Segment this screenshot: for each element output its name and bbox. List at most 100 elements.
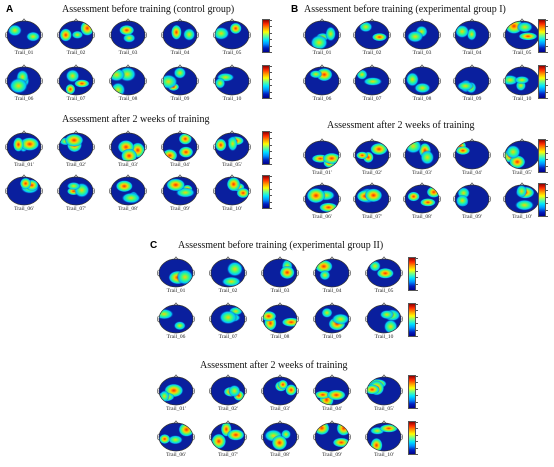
activation-blob xyxy=(121,192,141,204)
activation-blob xyxy=(178,423,193,437)
colorbar-tick xyxy=(416,277,418,278)
trial-topomap: Trail_01' xyxy=(2,130,46,174)
trial-topomap: Trail_02' xyxy=(350,138,394,182)
scalp-outline xyxy=(214,66,250,96)
topographic-map xyxy=(503,64,541,96)
scalp-outline xyxy=(214,176,250,206)
trial-label: Trail_02 xyxy=(362,50,382,56)
colorbar-tick xyxy=(416,382,418,383)
colorbar-tick xyxy=(270,39,272,40)
activation-blob xyxy=(226,261,244,277)
nose-icon xyxy=(21,18,27,22)
trial-label: Trail_10 xyxy=(512,96,532,102)
nose-icon xyxy=(173,420,179,424)
trial-topomap: Trail_08 xyxy=(106,64,150,108)
colorbar-tick xyxy=(416,264,418,265)
trial-topomap: Trail_03 xyxy=(106,18,150,62)
trial-label: Trail_02 xyxy=(218,288,238,294)
colorbar-tick xyxy=(270,164,272,165)
nose-icon xyxy=(277,256,283,260)
nose-icon xyxy=(177,18,183,22)
colorbar-tick xyxy=(270,144,272,146)
topographic-map xyxy=(403,18,441,50)
scalp-outline xyxy=(262,422,298,452)
activation-blob xyxy=(321,307,333,318)
trial-topomap: Trail_06' xyxy=(300,182,344,226)
nose-icon xyxy=(277,420,283,424)
trial-label: Trail_05' xyxy=(374,406,394,412)
trial-topomap: Trail_08' xyxy=(258,420,302,464)
topographic-map xyxy=(161,64,199,96)
topographic-map xyxy=(303,182,341,214)
trial-topomap: Trail_04' xyxy=(450,138,494,182)
colorbar-tick xyxy=(416,304,418,305)
colorbar-tick xyxy=(546,52,548,53)
activation-blob xyxy=(122,33,136,43)
activation-blob xyxy=(331,313,349,325)
colorbar-tick xyxy=(416,376,418,377)
nose-icon xyxy=(173,374,179,378)
colorbar-tick xyxy=(270,195,272,196)
topographic-map xyxy=(365,256,403,288)
colorbar-tick xyxy=(270,45,272,47)
topographic-map xyxy=(213,174,251,206)
topographic-map xyxy=(57,130,95,162)
trial-label: Trail_02 xyxy=(66,50,86,56)
trial-label: Trail_06' xyxy=(312,214,332,220)
topographic-map xyxy=(157,374,195,406)
nose-icon xyxy=(381,374,387,378)
colorbar-tick xyxy=(546,190,548,191)
trial-topomap: Trail_07' xyxy=(350,182,394,226)
topographic-map xyxy=(5,18,43,50)
colorbar-tick xyxy=(270,151,272,152)
activation-blob xyxy=(80,21,93,36)
topographic-map xyxy=(353,138,391,170)
nose-icon xyxy=(73,64,79,68)
topographic-map xyxy=(313,302,351,334)
nose-icon xyxy=(125,130,131,134)
trial-topomap: Trail_08 xyxy=(400,64,444,108)
colorbar-tick xyxy=(270,138,272,139)
activation-blob xyxy=(215,77,226,89)
scalp-outline xyxy=(214,20,250,50)
activation-blob xyxy=(505,144,521,159)
colorbar-tick xyxy=(270,182,272,183)
activation-blob xyxy=(376,267,395,279)
activation-blob xyxy=(420,150,435,165)
activation-blob xyxy=(219,310,238,325)
colorbar xyxy=(262,65,272,99)
colorbar-tick xyxy=(546,146,548,147)
trial-topomap: Trail_04' xyxy=(158,130,202,174)
trial-label: Trail_09' xyxy=(170,206,190,212)
before-training-title: Assessment before training (experimental… xyxy=(178,240,384,251)
activation-blob xyxy=(356,151,369,160)
scalp-outline xyxy=(262,376,298,406)
nose-icon xyxy=(21,64,27,68)
colorbar-tick xyxy=(416,258,418,259)
scalp-outline xyxy=(162,132,198,162)
nose-icon xyxy=(419,182,425,186)
topographic-map xyxy=(157,256,195,288)
topographic-map xyxy=(403,138,441,170)
activation-blob xyxy=(516,21,533,33)
colorbar-tick xyxy=(546,78,548,80)
scalp-outline xyxy=(366,376,402,406)
colorbar-tick xyxy=(546,165,548,167)
colorbar-tick xyxy=(416,336,418,337)
nose-icon xyxy=(329,420,335,424)
activation-blob xyxy=(65,69,80,83)
activation-blob xyxy=(379,424,399,433)
trial-topomap: Trail_08' xyxy=(400,182,444,226)
trial-topomap: Trail_10' xyxy=(362,420,406,464)
trial-topomap: Trail_01 xyxy=(2,18,46,62)
activation-blob xyxy=(309,70,323,79)
activation-blob xyxy=(315,423,330,436)
scalp-outline xyxy=(158,304,194,334)
nose-icon xyxy=(369,18,375,22)
colorbar xyxy=(262,175,272,209)
activation-blob xyxy=(178,146,194,158)
trial-topomap: Trail_10 xyxy=(362,302,406,346)
activation-blob xyxy=(370,142,388,156)
activation-blob xyxy=(20,137,40,151)
trial-label: Trail_08' xyxy=(412,214,432,220)
